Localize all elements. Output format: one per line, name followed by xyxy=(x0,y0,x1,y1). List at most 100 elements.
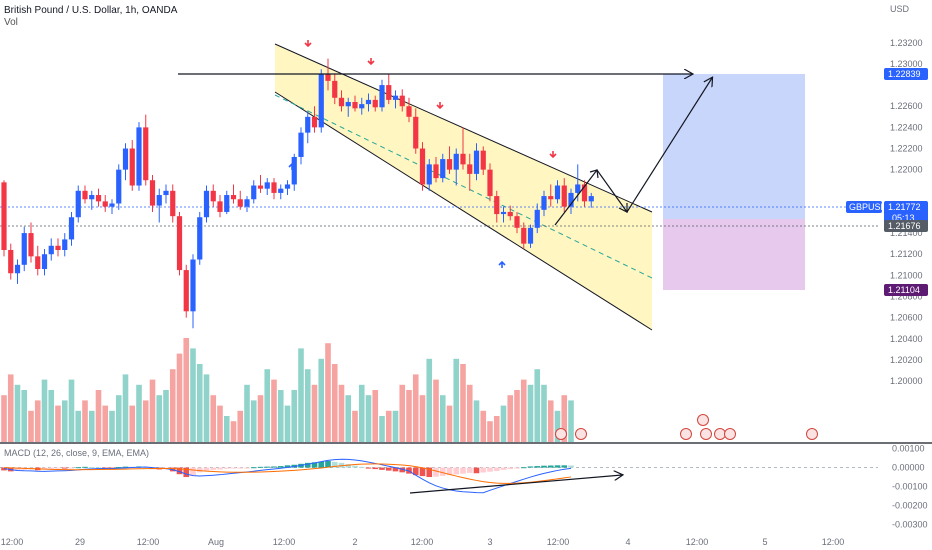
candle-body xyxy=(62,239,68,250)
candle-body xyxy=(1,182,7,250)
macd-hist-bar xyxy=(311,462,318,468)
volume-bar xyxy=(230,421,237,442)
macd-hist-bar xyxy=(284,465,291,468)
macd-hist-bar xyxy=(61,467,68,469)
candle-body xyxy=(413,116,419,149)
volume-bar xyxy=(406,390,412,442)
volume-bar xyxy=(264,369,271,442)
economic-event-flag-icon xyxy=(700,428,712,440)
price-tick-label: 1.20600 xyxy=(890,313,923,323)
economic-event-flag-icon xyxy=(555,428,567,440)
macd-hist-bar xyxy=(561,465,568,468)
volume-bar xyxy=(325,343,331,442)
macd-hist-bar xyxy=(527,466,534,468)
macd-tick-label: 0.00100 xyxy=(892,444,925,454)
volume-bar xyxy=(210,395,217,442)
macd-hist-bar xyxy=(250,467,257,469)
volume-bar xyxy=(88,410,95,442)
volume-bar xyxy=(217,405,223,442)
volume-bar xyxy=(433,379,439,442)
candle-body xyxy=(480,150,486,170)
macd-hist-bar xyxy=(304,462,311,468)
volume-bar xyxy=(318,358,325,442)
candle-body xyxy=(129,148,135,186)
candle-body xyxy=(156,195,162,206)
macd-hist-bar xyxy=(203,467,210,471)
macd-hist-bar xyxy=(68,467,75,469)
volume-bar xyxy=(412,374,419,442)
volume-bar xyxy=(14,384,21,442)
volume-bar xyxy=(554,410,561,442)
candle-body xyxy=(217,201,223,212)
volume-bar xyxy=(176,353,183,442)
volume-bar xyxy=(237,410,244,442)
macd-hist-bar xyxy=(541,465,547,468)
macd-hist-bar xyxy=(244,467,250,469)
macd-hist-bar xyxy=(318,461,325,468)
economic-event-flag-icon xyxy=(575,428,587,440)
volume-bar xyxy=(250,400,257,442)
candle-body xyxy=(527,227,534,244)
macd-hist-bar xyxy=(392,467,399,472)
macd-hist-bar xyxy=(358,466,365,468)
stop-zone xyxy=(663,219,805,290)
macd-hist-bar xyxy=(176,467,183,475)
macd-hist-bar xyxy=(277,466,284,468)
candle-body xyxy=(399,95,405,107)
volume-bar xyxy=(561,395,568,442)
macd-hist-bar xyxy=(365,467,372,469)
projection-arrowhead xyxy=(589,169,599,179)
macd-hist-bar xyxy=(352,465,358,468)
candle-body xyxy=(109,203,115,207)
volume-bar xyxy=(493,416,500,442)
candle-body xyxy=(48,245,54,255)
time-tick-label: 12:00 xyxy=(686,537,709,547)
currency-label: USD xyxy=(890,4,910,14)
time-tick-label: 12:00 xyxy=(547,537,570,547)
price-tick-label: 1.22200 xyxy=(890,144,923,154)
symbol-badge xyxy=(846,201,882,213)
target-zone xyxy=(663,74,805,219)
candle-body xyxy=(332,80,338,98)
candle-body xyxy=(365,99,372,105)
candle-body xyxy=(68,217,75,240)
red-down-marker xyxy=(549,151,557,159)
volume-bar xyxy=(149,379,156,442)
projection-arrowhead xyxy=(618,203,628,213)
price-tick-label: 1.21200 xyxy=(890,249,923,259)
macd-hist-bar xyxy=(514,467,520,469)
macd-hist-bar xyxy=(95,467,102,469)
volume-bar xyxy=(102,405,109,442)
volume-bar xyxy=(122,374,129,442)
macd-divergence-arrow xyxy=(409,475,622,494)
macd-hist-bar xyxy=(399,467,406,473)
candle-body xyxy=(224,195,230,212)
volume-bar xyxy=(257,395,264,442)
macd-hist-bar xyxy=(460,467,466,474)
volume-bar xyxy=(392,410,399,442)
candle-body xyxy=(75,190,81,218)
time-tick-label: 2 xyxy=(352,537,357,547)
macd-hist-bar xyxy=(331,461,338,468)
price-tick-label: 1.22000 xyxy=(890,165,923,175)
macd-hist-bar xyxy=(48,467,55,469)
macd-hist-bar xyxy=(466,467,473,473)
price-tick-label: 1.23000 xyxy=(890,59,923,69)
macd-hist-bar xyxy=(554,465,561,468)
macd-hist-bar xyxy=(237,467,244,469)
macd-hist-bar xyxy=(196,467,203,473)
macd-hist-bar xyxy=(115,467,122,469)
volume-bar xyxy=(163,390,169,442)
macd-hist-bar xyxy=(14,467,21,471)
volume-bar xyxy=(426,358,433,442)
candle-body xyxy=(568,192,574,207)
candle-body xyxy=(575,184,581,193)
macd-hist-bar xyxy=(88,467,95,469)
volume-bar xyxy=(514,390,520,442)
candle-body xyxy=(284,184,291,189)
volume-bar xyxy=(460,364,466,442)
volume-bar xyxy=(372,390,379,442)
countdown-text: 05:13 xyxy=(892,213,915,223)
red-down-marker xyxy=(367,58,375,66)
